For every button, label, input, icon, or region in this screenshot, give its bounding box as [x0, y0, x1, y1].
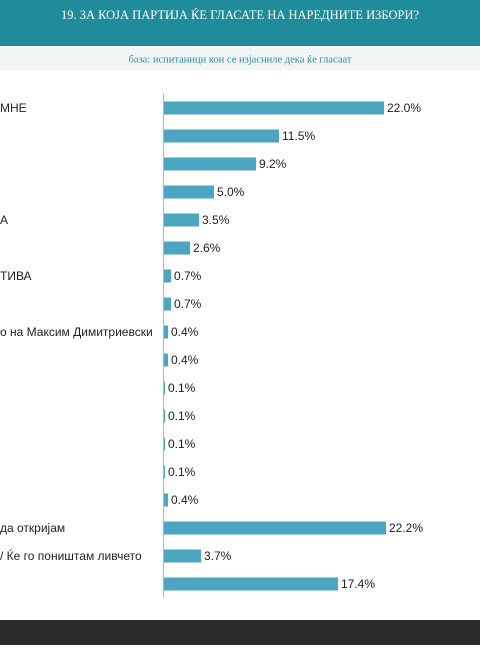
value-label: 22.2%	[389, 521, 423, 535]
bar	[164, 549, 201, 563]
value-label: 22.0%	[387, 101, 421, 115]
value-label: 0.1%	[168, 381, 196, 395]
value-label: 0.7%	[174, 297, 202, 311]
bar	[164, 101, 384, 115]
chart-subtitle: база: испитаници кои се изјасниле дека ќ…	[129, 54, 352, 65]
header-band	[0, 0, 480, 46]
value-label: 0.1%	[168, 437, 196, 451]
bar	[164, 269, 171, 283]
bar	[164, 465, 165, 479]
value-label: 11.5%	[282, 129, 315, 143]
bar	[164, 409, 165, 423]
bar	[164, 353, 168, 367]
bar	[164, 493, 168, 507]
bar	[164, 185, 214, 199]
value-label: 17.4%	[341, 577, 375, 591]
value-label: 5.0%	[217, 185, 245, 199]
category-label: МНЕ	[0, 101, 27, 115]
chart-title: 19. ЗА КОЈА ПАРТИЈА ЌЕ ГЛАСАТЕ НА НАРЕДН…	[61, 8, 420, 22]
value-label: 0.4%	[171, 353, 199, 367]
category-label: о на Максим Димитриевски	[0, 325, 153, 339]
value-label: 3.5%	[202, 213, 230, 227]
value-label: 0.1%	[168, 465, 196, 479]
category-label: ТИВА	[0, 269, 32, 283]
bar	[164, 521, 386, 535]
value-label: 2.6%	[193, 241, 221, 255]
value-label: 0.1%	[168, 409, 196, 423]
bar	[164, 297, 171, 311]
bar	[164, 129, 279, 143]
category-label: А	[0, 213, 8, 227]
bar	[164, 241, 190, 255]
bar	[164, 437, 165, 451]
value-label: 0.7%	[174, 269, 202, 283]
value-label: 3.7%	[204, 549, 232, 563]
bar	[164, 577, 338, 591]
bar	[164, 325, 168, 339]
subtitle-band	[0, 48, 480, 70]
value-label: 9.2%	[259, 157, 287, 171]
bar	[164, 213, 199, 227]
value-label: 0.4%	[171, 493, 199, 507]
value-label: 0.4%	[171, 325, 199, 339]
category-label: / Ќе го поништам ливчето	[0, 548, 142, 563]
bottom-strip	[0, 620, 480, 645]
bar	[164, 381, 165, 395]
category-label: да откријам	[0, 521, 65, 535]
bar	[164, 157, 256, 171]
